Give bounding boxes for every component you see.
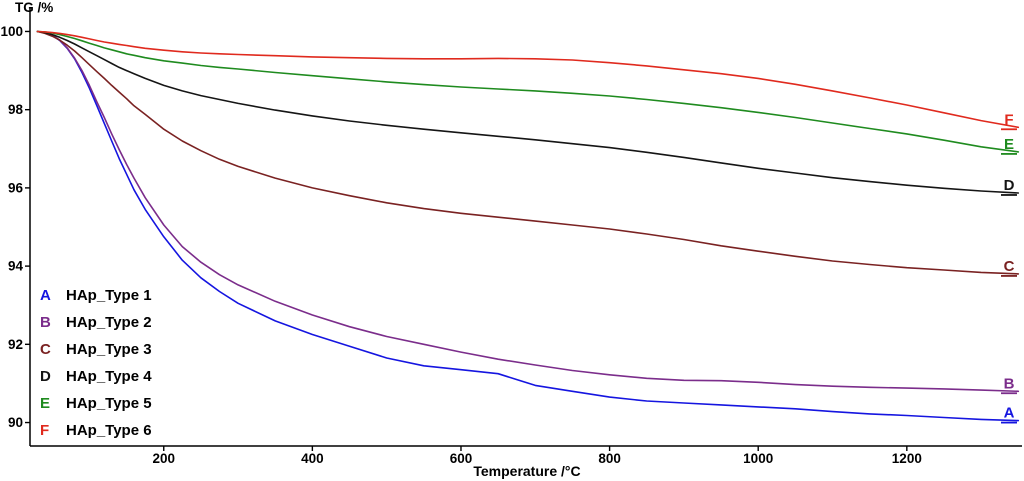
legend-series-label: HAp_Type 5 [66,395,152,412]
curve-F [36,30,1020,129]
legend-letter: C [40,341,51,358]
curve-E [36,30,1020,153]
legend-series-label: HAp_Type 6 [66,422,152,439]
y-axis-title: TG /% [15,0,54,15]
y-tick-label: 100 [0,24,23,39]
y-tick-label: 94 [8,259,24,274]
legend-series-label: HAp_Type 2 [66,314,152,331]
curve-end-label-F: F [1004,111,1013,128]
legend-item: A HAp_Type 1 [40,282,152,309]
legend-letter: D [40,368,51,385]
curve-end-label-E: E [1004,136,1014,153]
y-tick-label: 90 [8,415,23,430]
x-tick-label: 800 [598,451,621,466]
legend-letter: B [40,314,51,331]
y-tick-label: 98 [8,102,24,117]
x-tick-label: 1200 [892,451,922,466]
legend-letter: E [40,395,51,412]
x-tick-label: 600 [450,451,473,466]
legend-item: E HAp_Type 5 [40,390,152,417]
legend-letter: A [40,287,51,304]
y-tick-label: 96 [8,180,24,195]
legend-item: D HAp_Type 4 [40,363,152,390]
curve-end-label-A: A [1004,405,1015,422]
curve-A [36,30,1020,422]
curve-C [36,30,1020,275]
curve-D [36,30,1020,194]
curve-B [36,30,1020,393]
curve-end-label-D: D [1004,177,1015,194]
legend-series-label: HAp_Type 4 [66,368,152,385]
curve-end-label-C: C [1004,258,1015,275]
legend-series-label: HAp_Type 1 [66,287,152,304]
x-axis-title: Temperature /°C [473,463,581,479]
legend-item: C HAp_Type 3 [40,336,152,363]
legend-series-label: HAp_Type 3 [66,341,152,358]
x-tick-label: 1000 [743,451,773,466]
legend-item: B HAp_Type 2 [40,309,152,336]
x-tick-label: 200 [152,451,175,466]
y-tick-label: 92 [8,337,23,352]
legend-item: F HAp_Type 6 [40,417,152,444]
x-tick-label: 400 [301,451,324,466]
legend-letter: F [40,422,50,439]
curve-end-label-B: B [1004,375,1015,392]
legend: A HAp_Type 1 B HAp_Type 2 C HAp_Type 3 D HAp_Ty… [40,282,152,444]
